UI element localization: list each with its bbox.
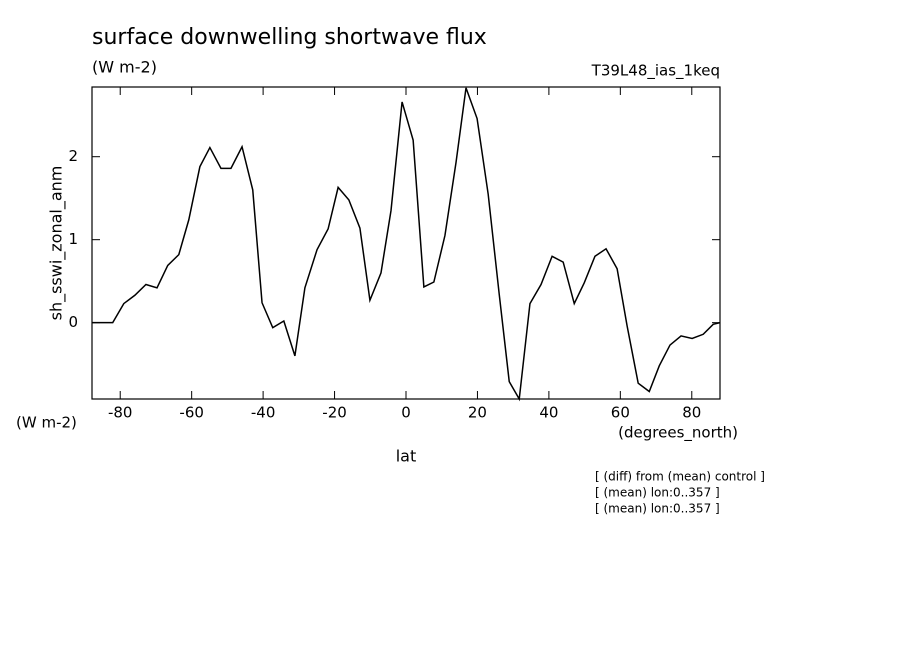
note: [ (diff) from (mean) control ] bbox=[595, 470, 765, 484]
x-tick-label: -40 bbox=[251, 404, 276, 422]
y-axis-units: (W m-2) bbox=[16, 414, 77, 432]
chart-subtitle: (W m-2) bbox=[92, 58, 157, 77]
x-tick-label: 60 bbox=[611, 404, 630, 422]
plot-frame bbox=[91, 86, 721, 400]
note: [ (mean) lon:0..357 ] bbox=[595, 486, 720, 500]
data-line bbox=[92, 87, 721, 402]
x-tick-label: -60 bbox=[179, 404, 204, 422]
x-axis-label: lat bbox=[396, 447, 417, 466]
y-tick-label: 0 bbox=[68, 313, 78, 331]
y-axis-label: sh_sswi_zonal_anm bbox=[47, 166, 67, 321]
run-label: T39L48_ias_1keq bbox=[591, 62, 720, 81]
y-tick-label: 2 bbox=[68, 147, 78, 165]
x-tick-label: 40 bbox=[539, 404, 558, 422]
x-tick-label: 20 bbox=[468, 404, 487, 422]
x-tick-label: 80 bbox=[682, 404, 701, 422]
y-tick-label: 1 bbox=[68, 230, 78, 248]
x-axis-units: (degrees_north) bbox=[618, 424, 738, 443]
x-tick-label: -20 bbox=[322, 404, 347, 422]
chart-title: surface downwelling shortwave flux bbox=[92, 25, 487, 50]
x-tick-label: 0 bbox=[401, 404, 411, 422]
note: [ (mean) lon:0..357 ] bbox=[595, 502, 720, 516]
x-tick-label: -80 bbox=[108, 404, 133, 422]
